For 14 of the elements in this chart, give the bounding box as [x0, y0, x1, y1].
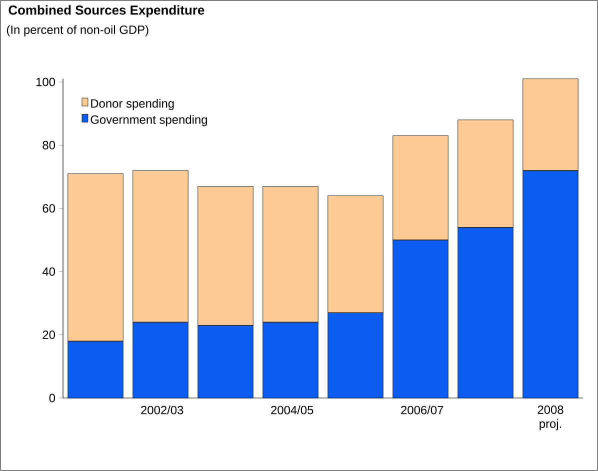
- y-tick-label: 0: [49, 394, 56, 402]
- y-tick-label: 80: [42, 140, 56, 150]
- y-tick-label: 20: [42, 330, 56, 340]
- x-tick-label: 2008 proj.: [538, 406, 564, 430]
- x-tick-label: 2006/07: [401, 406, 444, 414]
- x-tick-label: 2004/05: [271, 406, 314, 414]
- y-tick-label: 60: [42, 204, 56, 213]
- legend-label: Government spending: [90, 115, 207, 126]
- y-tick-label: 100: [36, 78, 56, 86]
- chart-title: Combined Sources Expenditure: [8, 5, 204, 18]
- x-tick-label: 2002/03: [141, 406, 184, 414]
- chart-subtitle: (In percent of non-oil GDP): [6, 25, 148, 36]
- legend-label: Donor spending: [91, 98, 174, 110]
- y-tick-label: 40: [42, 267, 56, 276]
